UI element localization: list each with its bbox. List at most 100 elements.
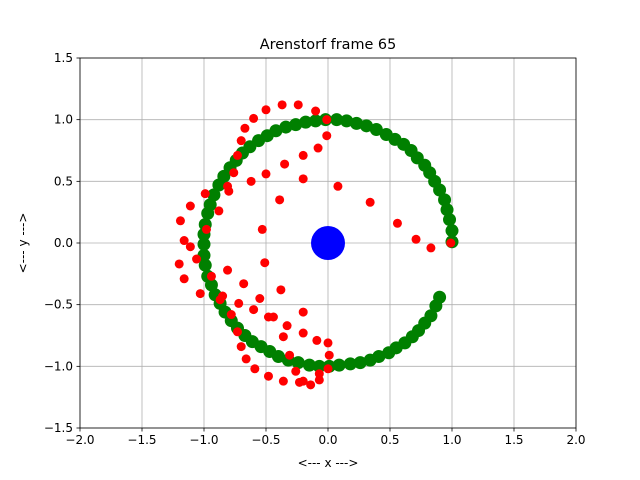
y-tick-label: −0.5 <box>44 298 73 312</box>
data-point <box>263 371 273 381</box>
x-tick-label: 2.0 <box>566 433 585 447</box>
x-tick-label: −0.5 <box>251 433 280 447</box>
data-point <box>255 294 265 303</box>
data-point <box>382 346 396 360</box>
data-point <box>340 114 354 128</box>
x-tick-label: 1.5 <box>504 433 523 447</box>
data-point <box>350 116 364 130</box>
data-point <box>440 203 454 217</box>
data-point <box>433 183 447 197</box>
data-point <box>446 238 456 248</box>
data-point <box>312 359 326 373</box>
data-point <box>291 356 305 370</box>
data-point <box>302 358 316 372</box>
y-tick-label: −1.5 <box>44 421 73 435</box>
data-point <box>289 118 303 132</box>
x-axis-label: <--- x ---> <box>298 456 359 470</box>
data-point <box>269 124 283 138</box>
scatter-series <box>174 100 459 390</box>
data-point <box>239 279 249 289</box>
data-point <box>314 375 324 385</box>
data-point <box>330 113 344 127</box>
chart-title: Arenstorf frame 65 <box>260 37 396 53</box>
data-point <box>314 369 324 379</box>
data-point <box>268 312 278 322</box>
y-axis-label: <--- y ---> <box>16 213 30 274</box>
data-point <box>323 364 333 374</box>
data-point <box>232 327 242 337</box>
data-point <box>179 274 189 284</box>
y-tick-label: −1.0 <box>44 359 73 373</box>
data-point <box>246 176 256 186</box>
data-point <box>298 174 308 184</box>
data-point <box>278 332 288 342</box>
data-point <box>206 271 216 281</box>
data-point <box>203 198 217 212</box>
data-point <box>185 201 195 211</box>
data-point <box>275 195 285 205</box>
data-point <box>200 189 210 199</box>
data-point <box>306 380 316 390</box>
data-point <box>369 123 383 137</box>
data-point <box>445 224 459 238</box>
data-point <box>293 100 303 110</box>
data-point <box>241 354 251 364</box>
data-point <box>261 169 271 179</box>
data-point <box>279 120 293 134</box>
x-tick-label: 1.0 <box>442 433 461 447</box>
data-point <box>236 136 246 146</box>
series-1 <box>174 100 456 390</box>
data-point <box>359 119 373 133</box>
data-point <box>312 335 322 345</box>
data-point <box>201 224 211 234</box>
data-point <box>223 265 233 275</box>
data-point <box>291 366 301 376</box>
data-point <box>234 298 244 308</box>
data-point <box>249 305 259 315</box>
data-point <box>285 350 295 360</box>
x-tick-label: −1.5 <box>127 433 156 447</box>
data-point <box>195 289 205 299</box>
data-point <box>298 150 308 160</box>
series-2 <box>311 226 345 260</box>
data-point <box>250 364 260 374</box>
data-point <box>313 143 323 153</box>
data-point <box>229 168 239 178</box>
data-point <box>215 295 225 305</box>
x-tick-label: −1.0 <box>189 433 218 447</box>
data-point <box>174 259 184 269</box>
data-point <box>185 242 195 252</box>
data-point <box>365 197 375 207</box>
data-point <box>214 206 224 216</box>
data-point <box>224 186 234 196</box>
ticks: −2.0 −1.5 −1.0 −0.5 0.0 0.5 1.0 1.5 2.0−1.5−1.0−… <box>44 51 586 447</box>
data-point <box>261 105 271 115</box>
data-point <box>298 376 308 386</box>
x-tick-label: 0.5 <box>380 433 399 447</box>
y-tick-label: 1.0 <box>54 113 73 127</box>
data-point <box>411 234 421 244</box>
data-point <box>363 353 377 367</box>
data-point <box>322 131 332 141</box>
data-point <box>311 106 321 116</box>
data-point <box>277 100 287 110</box>
data-point <box>324 350 334 360</box>
data-point <box>299 115 313 129</box>
data-point <box>175 216 185 226</box>
data-point <box>179 236 189 246</box>
data-point <box>311 226 345 260</box>
data-point <box>426 243 436 253</box>
data-point <box>260 258 270 268</box>
data-point <box>429 299 443 313</box>
data-point <box>278 376 288 386</box>
data-point <box>323 338 333 348</box>
data-point <box>198 258 212 272</box>
data-point <box>332 358 346 372</box>
data-point <box>236 342 246 352</box>
data-point <box>282 321 292 331</box>
y-tick-label: 0.0 <box>54 236 73 250</box>
data-point <box>392 218 402 228</box>
data-point <box>232 150 242 160</box>
data-point <box>197 237 211 251</box>
data-point <box>333 181 343 191</box>
